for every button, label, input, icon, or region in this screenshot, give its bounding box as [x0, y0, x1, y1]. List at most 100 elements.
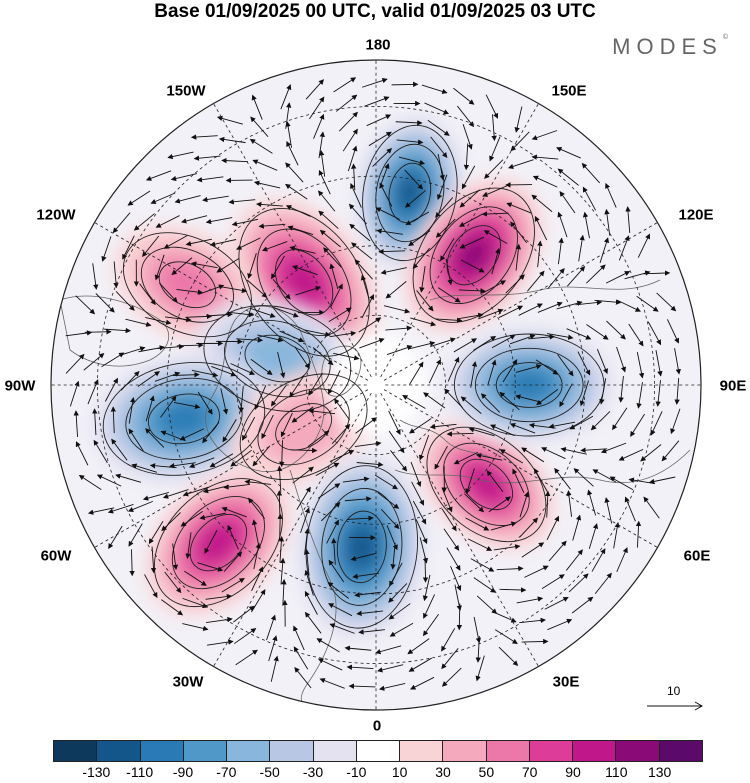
- wind-arrow: [233, 605, 255, 623]
- wind-arrow: [289, 374, 305, 398]
- wind-arrow: [292, 466, 314, 484]
- wind-arrow: [251, 566, 264, 591]
- wind-arrow: [515, 394, 542, 403]
- wind-arrow: [391, 81, 419, 88]
- modes-logo: MODES©: [612, 34, 728, 60]
- wind-arrow: [344, 496, 372, 502]
- colorbar-tick-label: -110: [126, 764, 154, 780]
- wind-arrow: [360, 274, 370, 301]
- latitude-circle: [236, 245, 516, 525]
- wind-arrow: [144, 574, 158, 599]
- wind-arrow: [346, 515, 374, 521]
- colorbar-tick-label: 30: [435, 764, 451, 780]
- wind-arrow: [145, 317, 172, 325]
- wind-arrow: [329, 263, 339, 290]
- wind-arrow: [376, 228, 403, 235]
- wind-arrow: [616, 346, 627, 373]
- wind-arrow: [650, 411, 663, 436]
- wind-arrow: [250, 358, 273, 375]
- wind-arrow: [185, 532, 192, 559]
- wind-arrow: [131, 463, 158, 473]
- wind-arrow: [515, 243, 522, 271]
- wind-arrow: [184, 570, 207, 586]
- wind-arrow: [409, 361, 424, 385]
- colorbar-tick-label: -50: [259, 764, 280, 780]
- wind-arrow: [489, 136, 501, 162]
- wind-arrow: [211, 366, 237, 377]
- wind-arrow: [409, 418, 432, 434]
- wind-arrow: [162, 489, 189, 499]
- wind-arrow: [383, 305, 411, 314]
- anomaly-low-siberia: [444, 327, 615, 443]
- wind-arrow: [378, 683, 406, 691]
- meridian-line: [380, 392, 539, 667]
- wind-arrow: [257, 334, 284, 343]
- wind-arrow: [128, 396, 136, 424]
- wind-arrow: [395, 120, 423, 126]
- wind-arrow: [327, 582, 349, 599]
- contour-ring: [158, 261, 217, 309]
- wind-arrow: [160, 395, 177, 418]
- contour-ring: [171, 496, 265, 590]
- wind-arrow: [87, 379, 99, 405]
- colorbar-swatch: [313, 741, 357, 761]
- colorbar-swatch: [183, 741, 228, 761]
- wind-arrow: [377, 664, 404, 673]
- wind-arrow: [128, 428, 144, 452]
- wind-arrow: [405, 211, 430, 226]
- wind-arrow: [656, 292, 677, 312]
- wind-arrow: [347, 145, 358, 172]
- meridian-line: [383, 389, 658, 548]
- wind-arrow: [277, 351, 286, 379]
- anomaly-low-norwegian-sea: [298, 454, 426, 640]
- wind-arrow: [490, 424, 515, 437]
- contour-ring: [426, 426, 547, 543]
- wind-arrow: [199, 512, 226, 521]
- reference-vector-label: 10: [667, 684, 681, 698]
- wind-arrow: [272, 278, 291, 300]
- wind-arrow: [674, 378, 680, 405]
- wind-arrow: [329, 623, 355, 634]
- contour-ring: [140, 246, 234, 323]
- wind-arrow: [204, 529, 218, 554]
- wind-arrow: [206, 311, 233, 318]
- wind-arrow: [430, 136, 448, 158]
- wind-arrow: [238, 386, 245, 413]
- wind-arrow: [473, 577, 497, 593]
- wind-arrow: [380, 267, 407, 275]
- wind-arrow: [95, 293, 115, 313]
- wind-arrow: [454, 584, 462, 612]
- wind-arrow: [532, 175, 558, 188]
- wind-arrow: [496, 565, 524, 572]
- wind-arrow: [251, 589, 266, 613]
- contour-ring: [443, 442, 530, 527]
- wind-arrow: [465, 468, 475, 495]
- meridian-line: [383, 222, 658, 381]
- contour-ring: [224, 320, 331, 398]
- wind-arrow: [221, 157, 249, 164]
- colorbar-tick-label: -30: [302, 764, 324, 780]
- graticule: [51, 60, 701, 710]
- wind-arrow: [453, 338, 478, 353]
- wind-arrow: [202, 421, 220, 444]
- wind-arrow: [281, 578, 287, 606]
- wind-arrow: [396, 139, 424, 145]
- wind-arrow: [258, 223, 286, 229]
- wind-arrow: [666, 319, 680, 344]
- wind-arrow: [254, 385, 267, 410]
- wind-arrow: [361, 294, 374, 319]
- wind-arrow: [581, 162, 600, 184]
- wind-arrow: [280, 84, 292, 110]
- colorbar-swatch: [54, 741, 98, 761]
- contour-ring: [153, 478, 283, 608]
- wind-arrow: [412, 500, 427, 525]
- wind-arrow: [613, 521, 620, 549]
- wind-arrow: [412, 247, 430, 270]
- wind-arrow: [494, 629, 518, 644]
- wind-arrow: [334, 398, 351, 421]
- wind-arrow: [625, 206, 631, 233]
- wind-arrow: [182, 623, 209, 632]
- wind-arrow: [172, 372, 200, 378]
- wind-arrow: [609, 476, 634, 491]
- wind-arrow: [421, 84, 448, 95]
